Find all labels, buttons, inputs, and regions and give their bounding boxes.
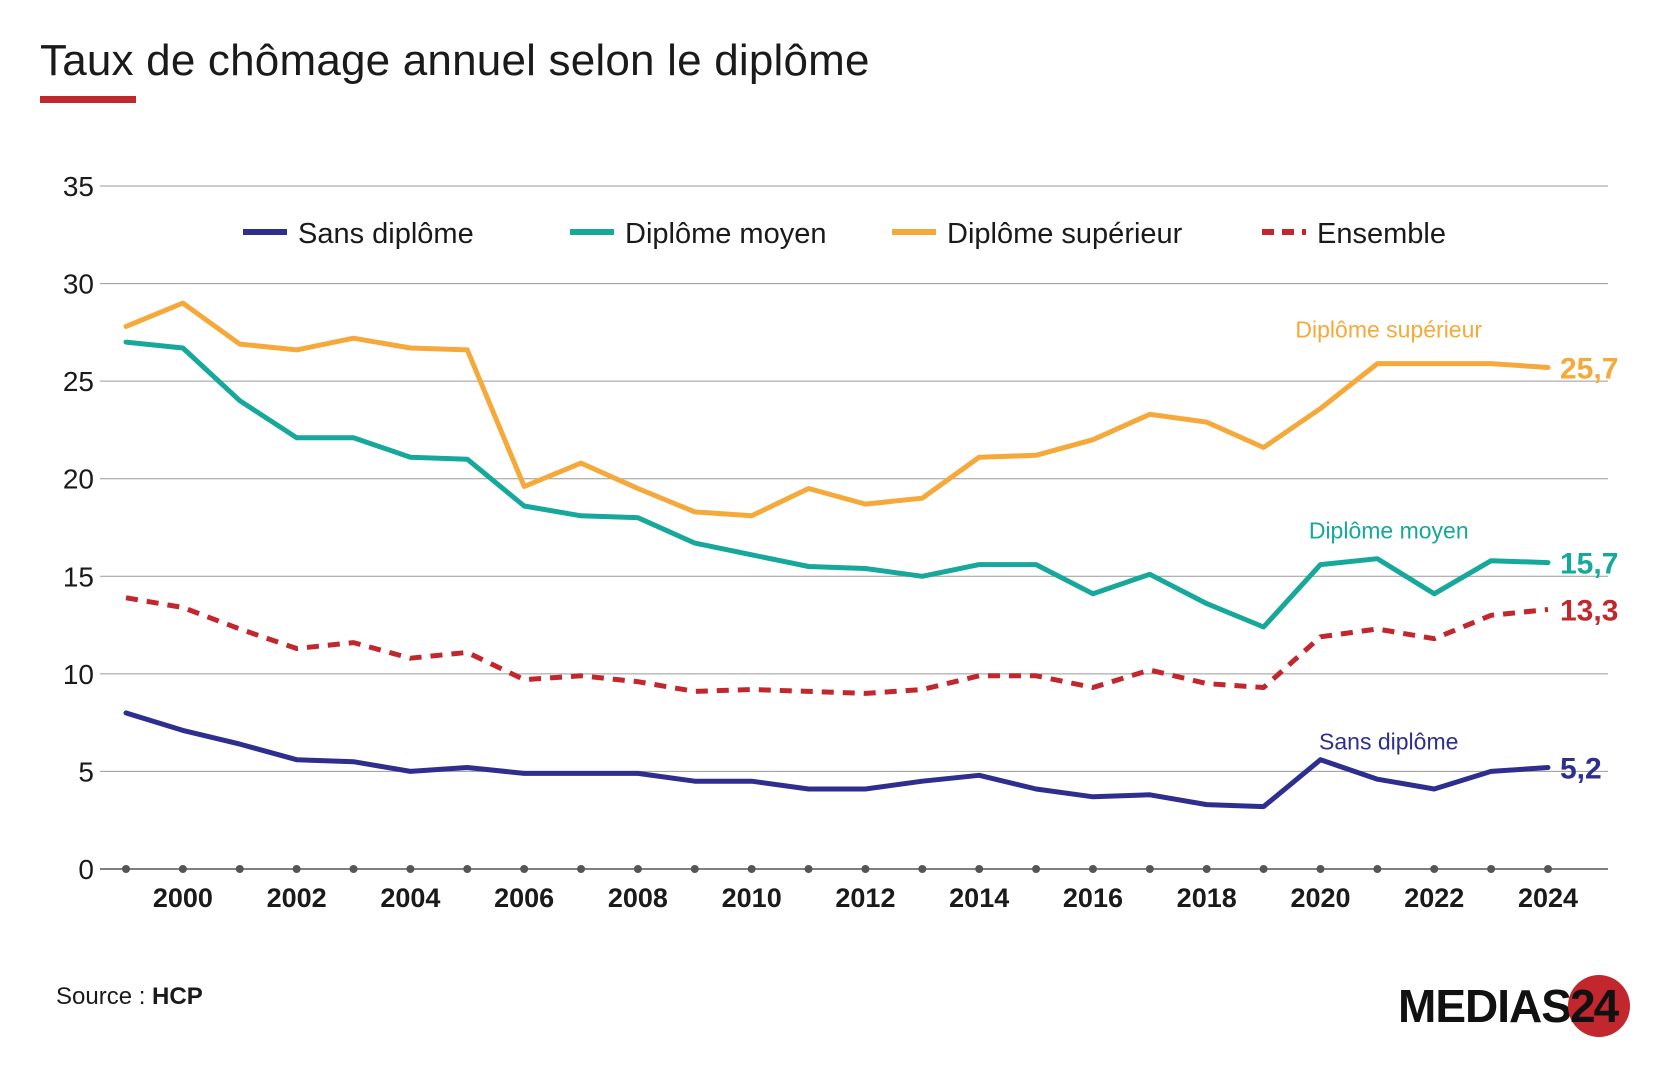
series-line-superieur bbox=[123, 300, 1551, 519]
source-name: HCP bbox=[152, 983, 203, 1010]
x-tick-label: 2006 bbox=[494, 883, 554, 913]
axis-dot bbox=[1032, 865, 1041, 873]
series-label-moyen: Diplôme moyen bbox=[1309, 518, 1469, 544]
axis-dot bbox=[406, 865, 415, 873]
axis-dot bbox=[804, 865, 813, 873]
axis-dot bbox=[1145, 865, 1154, 873]
x-tick-label: 2002 bbox=[267, 883, 327, 913]
x-tick-label: 2022 bbox=[1404, 883, 1464, 913]
x-tick-label: 2000 bbox=[153, 883, 213, 913]
logo-number: 24 bbox=[1570, 980, 1619, 1032]
x-tick-label: 2016 bbox=[1063, 883, 1123, 913]
legend: Sans diplôme Diplôme moyen Diplôme supérie… bbox=[243, 218, 1446, 250]
axis-dot bbox=[1316, 865, 1325, 873]
end-value-moyen: 15,7 bbox=[1560, 548, 1618, 581]
page-title: Taux de chômage annuel selon le diplôme bbox=[40, 36, 870, 85]
x-axis-dots bbox=[122, 865, 1552, 873]
x-tick-label: 2008 bbox=[608, 883, 668, 913]
y-tick-label: 10 bbox=[63, 659, 94, 690]
series-line-moyen bbox=[123, 339, 1551, 630]
axis-dot bbox=[747, 865, 756, 873]
series-labels: 5,2 Sans diplôme 15,7 Diplôme moyen 25,7 Dipl… bbox=[1295, 316, 1618, 785]
source-note: Source : HCP bbox=[56, 983, 203, 1011]
y-tick-label: 35 bbox=[63, 171, 94, 202]
series-label-superieur: Diplôme supérieur bbox=[1295, 316, 1482, 342]
y-tick-label: 15 bbox=[63, 561, 94, 592]
x-tick-label: 2014 bbox=[949, 883, 1009, 913]
source-prefix: Source : bbox=[56, 983, 153, 1010]
legend-label-ensemble: Ensemble bbox=[1317, 218, 1446, 250]
series-layer bbox=[123, 300, 1551, 810]
legend-label-superieur: Diplôme supérieur bbox=[947, 218, 1183, 250]
y-tick-label: 20 bbox=[63, 464, 94, 495]
x-axis-ticks: 2000 2002 2004 2006 2008 2010 2012 2014 2016 2018… bbox=[153, 883, 1578, 913]
title-underline bbox=[40, 96, 136, 103]
axis-dot bbox=[349, 865, 358, 873]
axis-dot bbox=[292, 865, 301, 873]
axis-dot bbox=[1373, 865, 1382, 873]
end-value-ensemble: 13,3 bbox=[1560, 594, 1618, 627]
axis-dot bbox=[861, 865, 870, 873]
axis-dot bbox=[1430, 865, 1439, 873]
end-value-superieur: 25,7 bbox=[1560, 352, 1618, 385]
axis-dot bbox=[178, 865, 187, 873]
x-tick-label: 2010 bbox=[722, 883, 782, 913]
axis-dot bbox=[463, 865, 472, 873]
legend-label-moyen: Diplôme moyen bbox=[625, 218, 826, 250]
axis-dot bbox=[122, 865, 130, 873]
axis-dot bbox=[918, 865, 927, 873]
axis-dot bbox=[1544, 865, 1552, 873]
axis-dot bbox=[975, 865, 984, 873]
x-tick-label: 2024 bbox=[1518, 883, 1578, 913]
series-line-sans bbox=[123, 710, 1551, 810]
x-tick-label: 2018 bbox=[1177, 883, 1237, 913]
axis-dot bbox=[577, 865, 586, 873]
axis-dot bbox=[235, 865, 244, 873]
y-tick-label: 30 bbox=[63, 269, 94, 300]
y-tick-label: 5 bbox=[78, 756, 94, 787]
axis-dot bbox=[690, 865, 699, 873]
axis-dot bbox=[520, 865, 529, 873]
series-line-ensemble bbox=[125, 595, 1549, 696]
axis-dot bbox=[1487, 865, 1496, 873]
legend-label-sans: Sans diplôme bbox=[298, 218, 474, 250]
end-value-sans: 5,2 bbox=[1560, 753, 1602, 786]
series-label-sans: Sans diplôme bbox=[1319, 729, 1458, 755]
logo-wordmark: MEDIAS bbox=[1398, 980, 1572, 1032]
axis-dot bbox=[1259, 865, 1268, 873]
axis-dot bbox=[1088, 865, 1097, 873]
x-tick-label: 2020 bbox=[1290, 883, 1350, 913]
y-axis-ticks: 0 5 10 15 20 25 30 35 bbox=[63, 171, 94, 885]
y-tick-label: 25 bbox=[63, 366, 94, 397]
x-tick-label: 2004 bbox=[380, 883, 440, 913]
axis-dot bbox=[633, 865, 642, 873]
x-tick-label: 2012 bbox=[835, 883, 895, 913]
y-tick-label: 0 bbox=[78, 854, 94, 885]
axis-dot bbox=[1202, 865, 1211, 873]
logo-badge-icon bbox=[1568, 975, 1630, 1037]
